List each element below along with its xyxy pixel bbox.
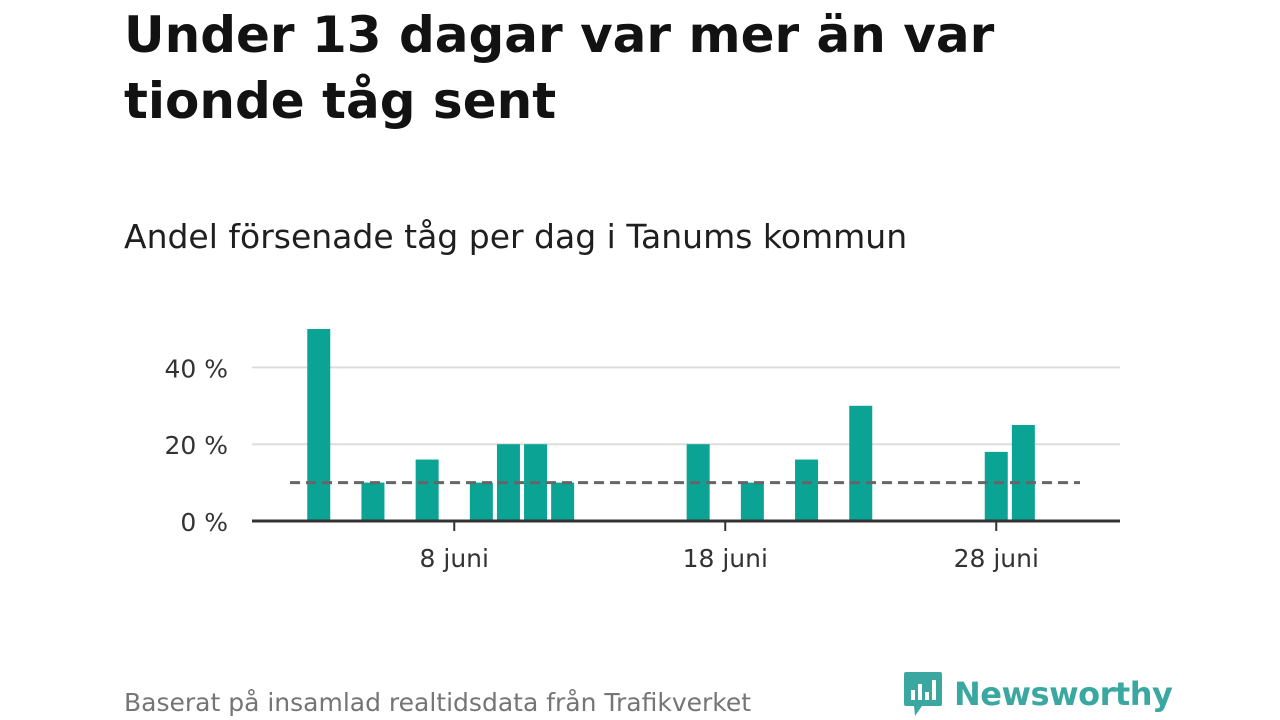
bar	[984, 451, 1008, 521]
bar	[361, 482, 385, 521]
bar	[740, 482, 764, 521]
bar	[1011, 425, 1035, 521]
bar	[307, 329, 331, 521]
x-tick-label: 8 juni	[420, 544, 489, 573]
newsworthy-logo-icon	[904, 672, 942, 716]
bar	[849, 405, 873, 521]
source-note: Baserat på insamlad realtidsdata från Tr…	[124, 688, 752, 717]
bar-chart: 0 % 20 % 40 % 8 juni 18 juni 28 juni	[164, 329, 1120, 573]
y-tick-label: 0 %	[180, 508, 228, 537]
y-tick-label: 40 %	[164, 354, 228, 383]
x-tick-label: 18 juni	[683, 544, 768, 573]
bar	[469, 482, 493, 521]
bar	[551, 482, 575, 521]
chart-title: Under 13 dagar var mer än var tionde tåg…	[124, 6, 995, 130]
bar	[415, 459, 439, 521]
chart-subtitle: Andel försenade tåg per dag i Tanums kom…	[124, 217, 908, 256]
brand-name: Newsworthy	[954, 675, 1173, 713]
bar	[795, 459, 819, 521]
y-tick-label: 20 %	[164, 431, 228, 460]
x-tick-label: 28 juni	[954, 544, 1039, 573]
bar	[496, 444, 520, 521]
brand-logo: Newsworthy	[902, 670, 1173, 718]
